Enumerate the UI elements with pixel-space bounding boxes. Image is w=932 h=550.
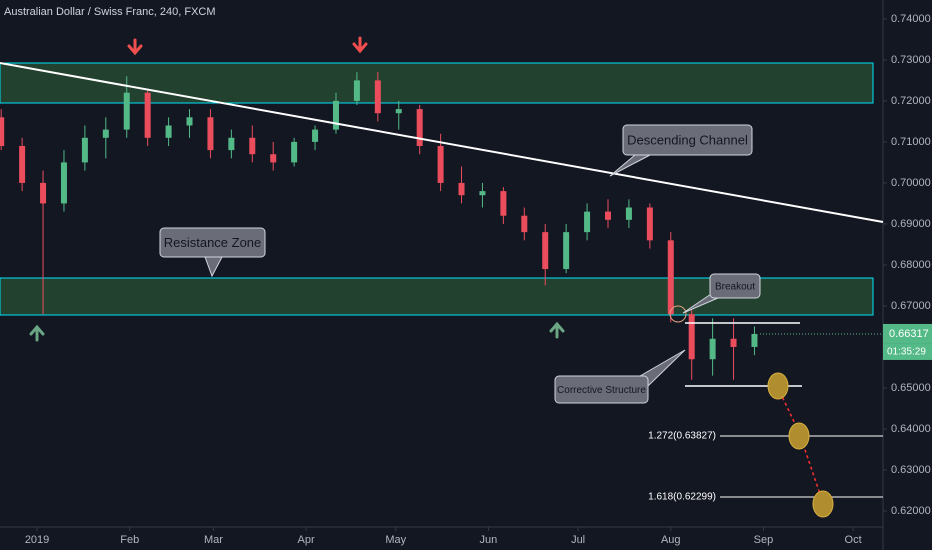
- callout-text: Resistance Zone: [164, 235, 262, 250]
- y-tick-label: 0.62000: [891, 505, 931, 517]
- fib-label: 1.272(0.63827): [648, 431, 716, 442]
- target-circle: [788, 422, 810, 450]
- candle-body: [123, 92, 130, 130]
- candle-body: [249, 137, 256, 155]
- callout-box: [554, 375, 649, 404]
- x-tick-label: Aug: [661, 534, 681, 546]
- callout-text: Breakout: [715, 282, 755, 293]
- candle-body: [604, 211, 611, 220]
- candle-body: [19, 146, 26, 183]
- target-circle: [812, 490, 834, 518]
- candle-body: [730, 338, 737, 347]
- last-price-label: 0.66317: [889, 328, 929, 340]
- candle-body: [584, 211, 591, 233]
- candle-body: [646, 207, 653, 241]
- x-tick-label: Feb: [120, 534, 139, 546]
- candle-body: [165, 125, 172, 138]
- candle-body: [40, 182, 47, 204]
- arrow: [127, 38, 143, 56]
- x-tick-label: May: [385, 534, 406, 546]
- callout-text: Corrective Structure: [557, 385, 646, 396]
- x-tick-label: Sep: [754, 534, 774, 546]
- candle-body: [332, 100, 339, 130]
- candle-body: [437, 146, 444, 183]
- countdown-tag: [883, 343, 932, 360]
- candle-body: [563, 232, 570, 270]
- breakout-circle: [669, 305, 687, 323]
- y-tick-label: 0.63000: [891, 464, 931, 476]
- y-tick-label: 0.65000: [891, 382, 931, 394]
- candle-body: [81, 137, 88, 163]
- target-circle: [767, 372, 789, 400]
- y-tick-label: 0.68000: [891, 259, 931, 271]
- candle-body: [60, 162, 67, 204]
- candle-body: [709, 338, 716, 360]
- y-tick-label: 0.70000: [891, 177, 931, 189]
- candle-body: [291, 141, 298, 163]
- last-price-tag: [883, 323, 932, 344]
- candle-body: [751, 333, 758, 347]
- candle-body: [144, 92, 151, 138]
- callout-box: [622, 124, 753, 156]
- candle-body: [500, 191, 507, 216]
- callout-box: [709, 273, 761, 299]
- y-tick-label: 0.64000: [891, 423, 931, 435]
- candle-body: [186, 117, 193, 126]
- callout-box: [159, 227, 266, 258]
- x-tick-label: 2019: [25, 534, 49, 546]
- candle-body: [374, 80, 381, 114]
- candle-body: [625, 207, 632, 220]
- candle-body: [228, 137, 235, 151]
- callout-text: Descending Channel: [627, 132, 748, 147]
- candle-body: [312, 129, 319, 142]
- candle-body: [207, 117, 214, 151]
- arrow: [352, 36, 368, 54]
- candle-body: [395, 109, 402, 114]
- y-tick-label: 0.69000: [891, 218, 931, 230]
- arrow: [549, 321, 565, 339]
- candle-body: [353, 80, 360, 101]
- y-tick-label: 0.73000: [891, 54, 931, 66]
- fib-label: 1.618(0.62299): [648, 492, 716, 503]
- candle-body: [479, 191, 486, 196]
- chart-title: Australian Dollar / Swiss Franc, 240, FX…: [4, 6, 216, 18]
- x-tick-label: Jun: [480, 534, 498, 546]
- y-tick-label: 0.74000: [891, 13, 931, 25]
- candle-body: [667, 240, 674, 315]
- candle-body: [521, 215, 528, 233]
- x-tick-label: Jul: [571, 534, 585, 546]
- x-tick-label: Oct: [845, 534, 862, 546]
- candle-body: [688, 314, 695, 360]
- candle-body: [542, 232, 549, 270]
- candle-body: [0, 117, 5, 147]
- countdown-label: 01:35:29: [887, 347, 926, 358]
- candle-body: [416, 109, 423, 147]
- x-tick-label: Mar: [204, 534, 223, 546]
- candle-body: [270, 154, 277, 163]
- y-tick-label: 0.67000: [891, 300, 931, 312]
- zone: [0, 62, 874, 104]
- candle-body: [102, 129, 109, 138]
- trendline: [0, 62, 884, 223]
- arrow: [29, 324, 45, 342]
- y-tick-label: 0.72000: [891, 95, 931, 107]
- y-tick-label: 0.71000: [891, 136, 931, 148]
- candle-body: [458, 182, 465, 196]
- x-tick-label: Apr: [298, 534, 315, 546]
